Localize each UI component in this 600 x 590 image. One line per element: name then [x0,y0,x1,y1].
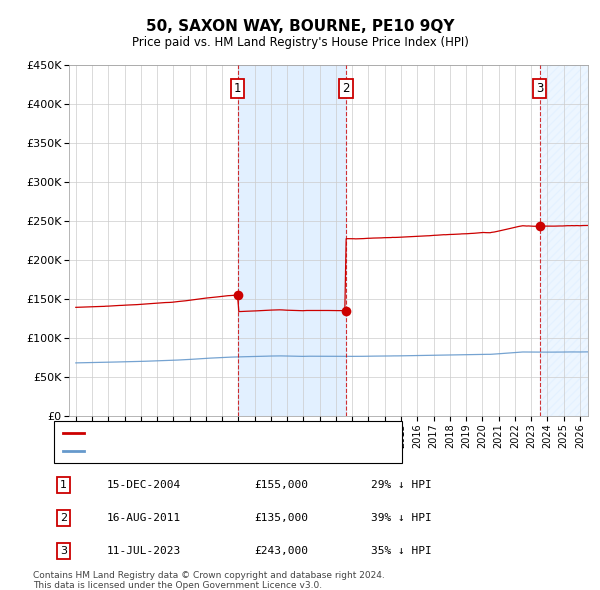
Text: 39% ↓ HPI: 39% ↓ HPI [371,513,431,523]
Text: 1: 1 [60,480,67,490]
Text: 15-DEC-2004: 15-DEC-2004 [107,480,181,490]
Text: 50, SAXON WAY, BOURNE, PE10 9QY: 50, SAXON WAY, BOURNE, PE10 9QY [146,19,454,34]
Text: 2: 2 [60,513,67,523]
Text: 1: 1 [234,82,242,95]
Text: 16-AUG-2011: 16-AUG-2011 [107,513,181,523]
Text: £243,000: £243,000 [254,546,308,556]
Text: HPI: Average price, detached house, South Kesteven: HPI: Average price, detached house, Sout… [89,446,363,456]
Text: 35% ↓ HPI: 35% ↓ HPI [371,546,431,556]
Text: 2: 2 [343,82,350,95]
Text: 50, SAXON WAY, BOURNE, PE10 9QY (detached house): 50, SAXON WAY, BOURNE, PE10 9QY (detache… [89,428,373,438]
Text: £155,000: £155,000 [254,480,308,490]
Bar [540,65,588,416]
Text: 3: 3 [536,82,544,95]
Text: Contains HM Land Registry data © Crown copyright and database right 2024.: Contains HM Land Registry data © Crown c… [33,571,385,581]
Text: This data is licensed under the Open Government Licence v3.0.: This data is licensed under the Open Gov… [33,581,322,590]
Bar [238,65,346,416]
Text: £135,000: £135,000 [254,513,308,523]
Text: 3: 3 [60,546,67,556]
Text: 29% ↓ HPI: 29% ↓ HPI [371,480,431,490]
Text: Price paid vs. HM Land Registry's House Price Index (HPI): Price paid vs. HM Land Registry's House … [131,36,469,49]
Text: 11-JUL-2023: 11-JUL-2023 [107,546,181,556]
